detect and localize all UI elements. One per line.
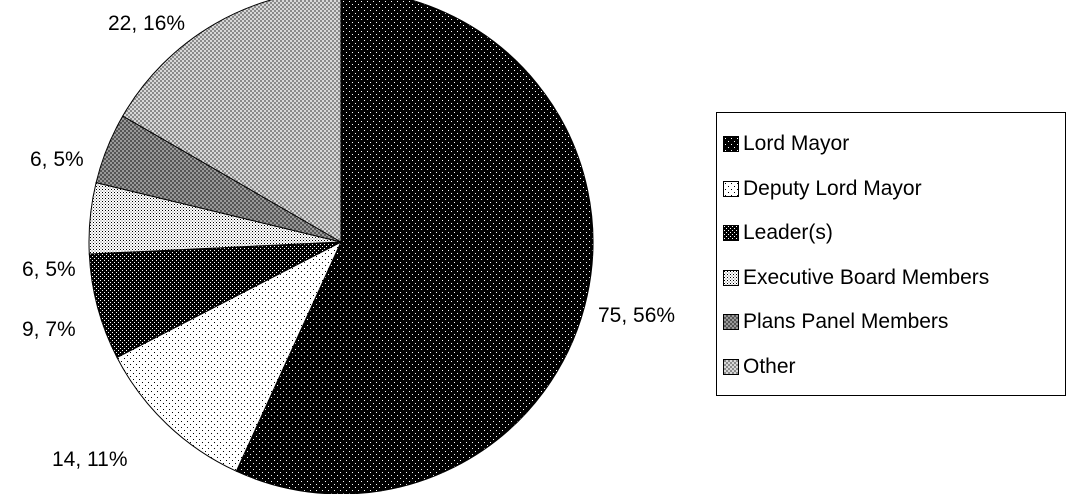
pie-slice-deputy-lord-mayor [116,240,343,472]
legend-item: Executive Board Members [723,263,989,293]
data-label: 6, 5% [22,258,76,281]
legend: Lord Mayor Deputy Lord Mayor Leader(s) Exec… [716,112,1066,396]
legend-swatch [723,314,739,330]
legend-swatch [723,358,739,375]
pie-slice-lord-mayor [235,0,594,494]
pie-slices [88,0,594,494]
legend-label: Other [743,354,796,378]
data-label: 14, 11% [52,448,128,471]
data-label: 9, 7% [22,318,76,341]
legend-item: Other [723,352,796,382]
legend-item: Plans Panel Members [723,307,948,337]
legend-item: Lord Mayor [723,129,849,159]
legend-label: Lord Mayor [743,132,850,155]
pie-slice-leader-s [88,241,342,359]
legend-label: Deputy Lord Mayor [743,176,922,200]
legend-label: Executive Board Members [743,265,990,289]
data-label: 75, 56% [598,304,676,327]
legend-label: Plans Panel Members [743,310,949,333]
legend-swatch [723,136,739,152]
data-label: 22, 16% [108,12,186,35]
data-label: 6, 5% [30,148,84,171]
legend-swatch [723,269,739,286]
legend-item: Deputy Lord Mayor [723,174,922,204]
legend-label: Leader(s) [743,221,833,244]
pie-slice-other [122,0,342,243]
legend-swatch [723,180,739,197]
legend-item: Leader(s) [723,218,833,248]
legend-swatch [723,225,739,241]
